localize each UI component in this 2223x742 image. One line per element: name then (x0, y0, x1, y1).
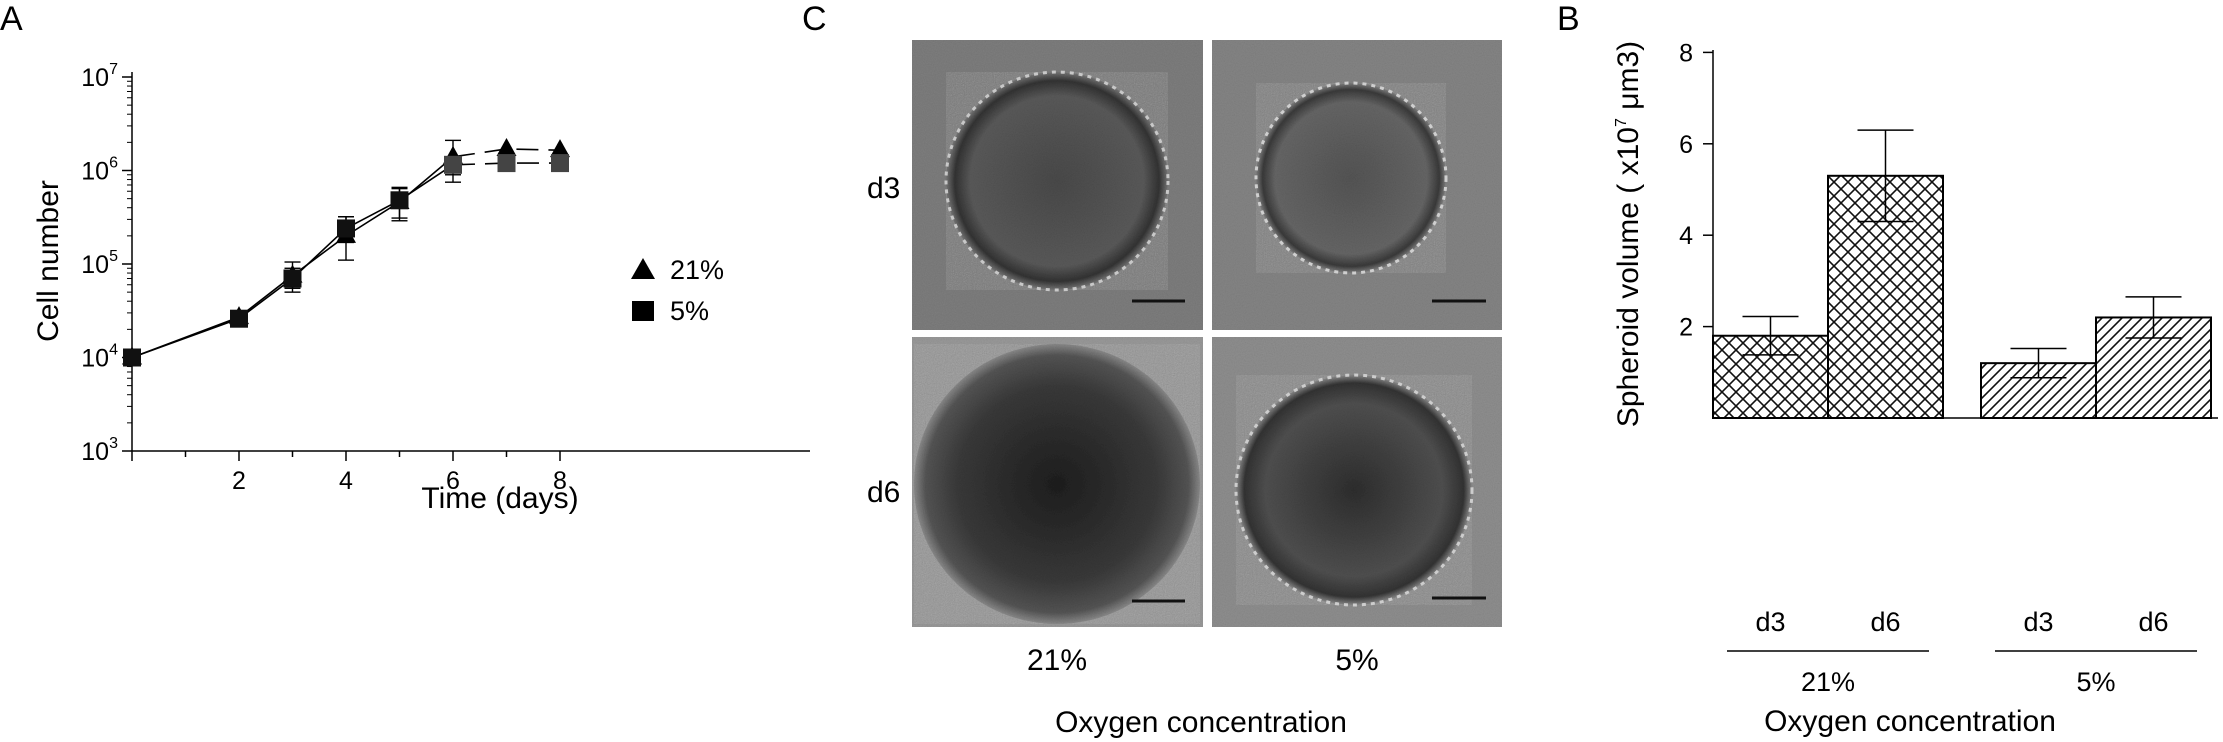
y-tick-label: 107 (81, 61, 118, 92)
y-tick-base: 10 (81, 158, 109, 186)
micrograph-d3-21 (912, 40, 1203, 330)
y-tick-label: 6 (1679, 131, 1693, 159)
category-label: d3 (1755, 607, 1785, 637)
y-tick-base: 10 (81, 438, 109, 466)
panel-b-y-axis-title-exp: 7 (1613, 118, 1630, 127)
data-point-square (497, 154, 516, 173)
panel-b-bar-chart: 2 4 6 8 d3 d6 21% d3 d6 5% Spheroid volume ( x10… (1612, 39, 2218, 738)
data-point-triangle (550, 139, 570, 158)
y-tick-label: 106 (81, 155, 118, 186)
y-tick-exp: 4 (109, 342, 118, 359)
column-label-5: 5% (1335, 644, 1378, 677)
y-tick-base: 10 (81, 345, 109, 373)
group-label: 21% (1801, 667, 1855, 697)
panel-b-bars: d3 d6 21% d3 d6 5% (1712, 129, 2212, 697)
panel-b-y-axis-title: Spheroid volume ( x107 μm3) (1612, 41, 1645, 427)
x-tick-label: 6 (446, 467, 460, 495)
panel-b-y-ticks: 2 4 6 8 (1679, 39, 1713, 342)
y-tick-label: 4 (1679, 222, 1693, 250)
panel-b-y-axis-title-unit: μm3) (1612, 41, 1645, 118)
y-tick-label: 8 (1679, 39, 1693, 67)
x-tick-label: 2 (232, 467, 246, 495)
row-label-d3: d3 (867, 172, 900, 205)
y-tick-exp: 7 (109, 61, 118, 78)
column-label-21: 21% (1027, 644, 1087, 677)
group-label: 5% (2076, 667, 2115, 697)
legend-triangle-marker (631, 258, 655, 279)
panel-c-micrographs: d3 d6 21% 5% Oxygen concentration (867, 40, 1502, 739)
row-label-d6: d6 (867, 476, 900, 509)
data-point-square (337, 219, 355, 238)
micrograph-d3-5 (1212, 40, 1502, 330)
data-point-square (230, 309, 248, 328)
y-tick-label: 103 (81, 435, 118, 466)
data-point-square (123, 348, 141, 367)
data-point-square (390, 191, 409, 210)
category-label: d3 (2023, 607, 2053, 637)
micrograph-d6-5 (1212, 337, 1502, 627)
micrograph-d6-21 (912, 337, 1203, 627)
x-tick-label: 4 (339, 467, 353, 495)
y-tick-label: 2 (1679, 314, 1693, 342)
panel-a-series (122, 137, 570, 367)
x-tick-label: 8 (553, 467, 567, 495)
category-label: d6 (1870, 607, 1900, 637)
data-point-triangle (496, 137, 517, 156)
panel-letter-c: C (802, 0, 827, 38)
legend-square-marker (632, 301, 654, 321)
panel-letter-b: B (1557, 0, 1580, 38)
y-tick-exp: 6 (109, 155, 118, 172)
data-point-square (444, 155, 462, 174)
legend-label-21: 21% (670, 255, 724, 285)
panel-a-y-axis-title: Cell number (32, 180, 65, 342)
y-tick-base: 10 (81, 251, 109, 279)
panel-a-x-axis-title: Time (days) (421, 482, 578, 515)
y-tick-exp: 3 (109, 435, 118, 452)
y-tick-label: 104 (81, 342, 118, 373)
panel-b-x-axis-title: Oxygen concentration (1764, 705, 2056, 738)
series-line-dashed (452, 148, 561, 158)
legend-label-5: 5% (670, 296, 709, 326)
panel-letter-a: A (0, 0, 23, 38)
panel-a-x-ticks: 2 4 6 8 (131, 451, 567, 495)
y-tick-exp: 5 (109, 248, 118, 265)
category-label: d6 (2138, 607, 2168, 637)
data-point-square (283, 269, 302, 288)
panel-a-legend: 21% 5% (631, 255, 724, 326)
y-tick-base: 10 (81, 64, 109, 92)
panel-c-x-axis-title: Oxygen concentration (1055, 706, 1347, 739)
y-tick-label: 105 (81, 248, 118, 279)
data-point-square (551, 154, 569, 173)
panel-b-y-axis-title-main: Spheroid volume ( x10 (1612, 127, 1645, 427)
